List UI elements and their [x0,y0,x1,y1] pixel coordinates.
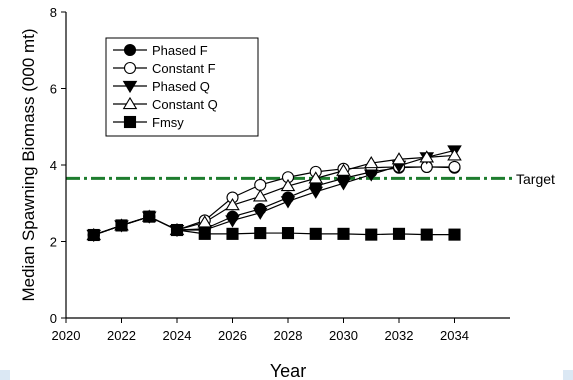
y-tick-label: 2 [50,235,57,250]
data-point [123,43,137,57]
legend-item: Fmsy [113,115,184,130]
data-point [225,198,240,211]
legend-item: Constant Q [113,96,218,112]
y-tick-label: 6 [50,82,57,97]
data-point [391,152,407,165]
data-point [122,96,138,110]
data-point [419,150,435,163]
x-tick-label: 2024 [163,328,192,343]
legend-item: Phased F [113,43,208,58]
data-point [252,189,268,202]
series-layer [86,145,462,243]
data-point [363,155,379,169]
target-label: Target [516,171,555,187]
x-tick-label: 2026 [218,328,247,343]
data-point [197,215,213,228]
x-tick-label: 2034 [440,328,469,343]
data-point [281,227,295,240]
data-point [198,227,211,240]
data-point [122,80,138,94]
data-point [309,227,322,240]
data-point [226,227,239,240]
data-point [252,207,268,220]
legend-label: Constant Q [152,97,218,112]
y-tick-label: 4 [50,158,57,173]
legend-label: Fmsy [152,115,184,130]
x-tick-label: 2020 [52,328,81,343]
data-point [225,215,240,228]
legend: Phased F Constant F Phased Q Constant Q Fmsy [105,37,259,137]
x-tick-label: 2032 [385,328,414,343]
data-point [392,227,406,240]
data-point [123,61,137,75]
y-tick-label: 0 [50,311,57,326]
edge-mark-right [563,370,573,380]
x-tick-label: 2030 [329,328,358,343]
data-point [448,160,461,173]
data-point [363,169,379,182]
legend-item: Phased Q [113,79,210,94]
data-point [420,228,433,241]
data-point [123,115,137,129]
data-point [143,210,156,223]
data-point [336,163,351,176]
edge-mark-left [0,370,10,380]
legend-item: Constant F [113,61,216,76]
x-axis-label: Year [270,361,306,380]
x-tick-label: 2022 [107,328,136,343]
y-axis-label: Median Spawning Biomass (000 mt) [19,28,38,301]
data-point [280,196,296,209]
legend-label: Phased F [152,43,208,58]
data-point [254,227,267,240]
data-point [365,228,378,241]
markers-fmsy [87,210,461,242]
data-point [115,219,128,232]
data-point [254,178,267,191]
data-point [448,228,461,241]
tick-layer: 2020 2022 2024 2026 2028 2030 2032 2034 0 2 4 6 8 [50,5,469,343]
data-point [308,171,324,184]
data-point [280,178,296,192]
markers-phased-q [86,145,462,243]
data-point [308,186,324,199]
data-point [336,178,351,191]
y-tick-label: 8 [50,5,57,20]
data-point [337,227,350,240]
data-point [87,228,100,242]
markers-constant-q [86,148,462,241]
x-tick-label: 2028 [274,328,303,343]
data-point [447,148,462,161]
legend-label: Phased Q [152,79,210,94]
legend-label: Constant F [152,61,216,76]
data-point [170,223,184,237]
